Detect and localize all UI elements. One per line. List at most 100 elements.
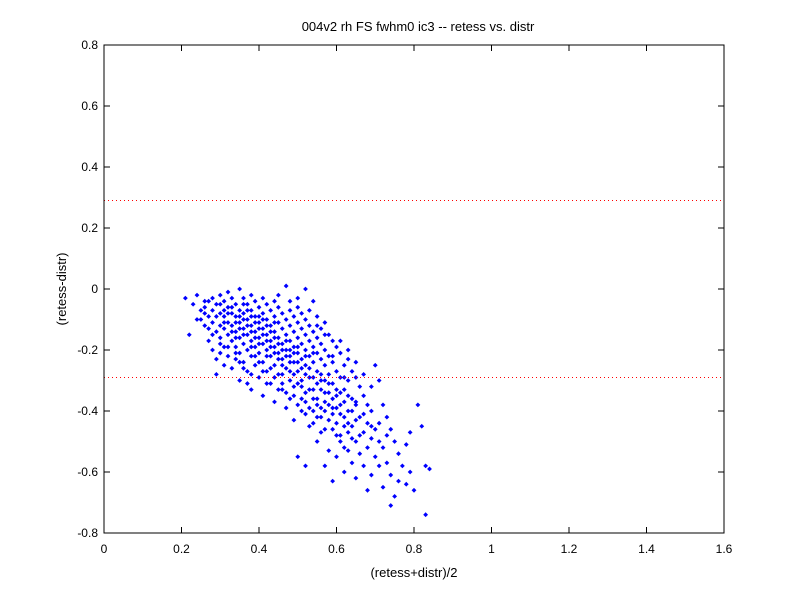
data-point: [229, 304, 235, 310]
data-point: [256, 326, 262, 332]
data-point: [213, 314, 219, 319]
data-point: [326, 381, 332, 386]
y-tick-label: -0.2: [77, 343, 98, 357]
data-point: [388, 426, 394, 432]
data-point: [353, 375, 359, 380]
data-point: [330, 478, 336, 484]
data-point: [287, 353, 293, 359]
data-point: [380, 402, 386, 408]
data-point: [264, 368, 270, 374]
data-point: [264, 338, 270, 344]
data-point: [287, 307, 293, 313]
data-point: [221, 314, 227, 319]
data-point: [361, 429, 367, 435]
data-point: [190, 301, 196, 307]
data-point: [310, 396, 316, 402]
data-point: [388, 472, 394, 478]
data-point: [318, 372, 324, 377]
data-point: [210, 332, 215, 338]
data-point: [299, 326, 305, 332]
data-point: [314, 335, 320, 341]
data-point: [244, 301, 250, 307]
data-point: [272, 350, 277, 356]
data-point: [337, 439, 343, 444]
data-point: [194, 292, 200, 298]
data-point: [229, 295, 235, 301]
data-point: [299, 365, 305, 371]
data-point: [368, 472, 374, 478]
data-point: [248, 329, 254, 335]
data-point: [345, 378, 351, 383]
data-point: [310, 359, 316, 365]
data-point: [252, 335, 258, 341]
data-point: [272, 314, 277, 319]
data-point: [256, 304, 262, 310]
data-point: [314, 414, 320, 420]
data-point: [299, 378, 305, 383]
data-point: [283, 332, 289, 338]
data-point: [213, 329, 219, 335]
data-point: [272, 329, 277, 335]
x-tick-label: 1.6: [716, 542, 733, 556]
data-point: [248, 323, 254, 328]
data-point: [260, 295, 266, 301]
data-point: [283, 390, 289, 396]
data-point: [264, 317, 270, 322]
data-point: [303, 463, 308, 469]
data-point: [217, 335, 223, 341]
data-point: [322, 390, 328, 396]
data-point: [357, 384, 363, 389]
data-point: [283, 347, 289, 353]
y-axis-label: (retess-distr): [54, 253, 69, 326]
data-point: [283, 317, 289, 322]
data-point: [272, 362, 277, 368]
data-point: [326, 417, 332, 423]
data-point: [287, 323, 293, 328]
data-point: [264, 323, 270, 328]
data-point: [275, 304, 281, 310]
data-point: [186, 332, 192, 338]
data-point: [268, 344, 274, 350]
data-point: [310, 408, 316, 414]
data-point: [272, 344, 277, 350]
data-point: [334, 393, 339, 399]
y-tick-label: 0.8: [81, 38, 98, 52]
data-point: [260, 393, 266, 399]
data-point: [279, 387, 285, 393]
data-point: [225, 311, 231, 316]
data-point: [299, 384, 305, 389]
data-point: [423, 463, 429, 469]
data-point: [427, 466, 432, 472]
data-point: [314, 396, 320, 402]
data-point: [291, 344, 297, 350]
data-point: [345, 356, 351, 362]
data-point: [345, 408, 351, 414]
data-point: [341, 445, 347, 450]
data-point: [229, 338, 235, 344]
data-point: [279, 372, 285, 377]
data-point: [268, 365, 274, 371]
data-point: [318, 387, 324, 393]
data-point: [361, 393, 367, 399]
data-point: [392, 494, 398, 499]
data-point: [202, 323, 208, 328]
data-point: [202, 311, 208, 316]
data-point: [295, 381, 301, 386]
data-point: [252, 298, 258, 304]
y-tick-label: -0.8: [77, 526, 98, 540]
data-point: [287, 298, 293, 304]
data-point: [217, 292, 223, 298]
data-point: [357, 433, 363, 438]
data-point: [229, 323, 235, 328]
data-point: [256, 359, 262, 365]
data-point: [287, 368, 293, 374]
data-point: [384, 433, 390, 438]
data-point: [221, 344, 227, 350]
data-point: [291, 384, 297, 389]
data-point: [372, 426, 378, 432]
data-point: [349, 396, 355, 402]
data-point: [376, 439, 382, 444]
data-point: [237, 320, 243, 325]
